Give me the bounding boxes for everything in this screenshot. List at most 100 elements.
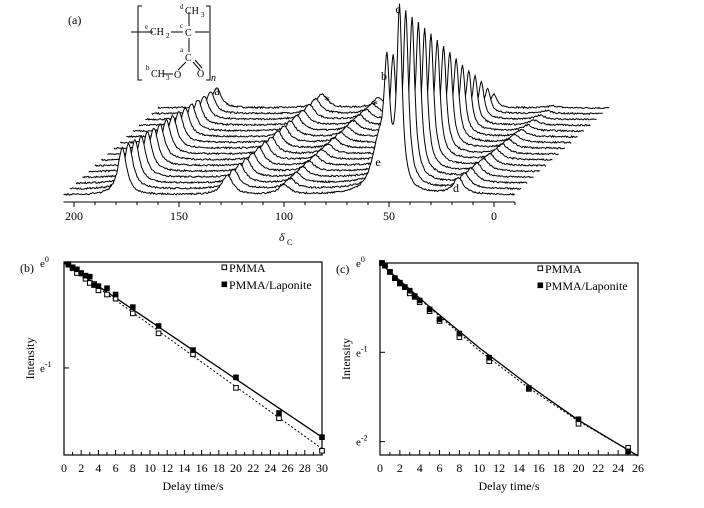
spectrum-fill: [139, 75, 591, 132]
legend-marker: [221, 281, 228, 288]
x-tick-label: 0: [61, 461, 67, 475]
x-tick-label: 8: [130, 461, 136, 475]
x-tick-label: 50: [383, 209, 395, 223]
atom-label-c: c: [180, 22, 183, 30]
x-tick-label: 24: [612, 461, 624, 475]
y-tick-base: e: [356, 347, 361, 359]
y-tick-base: e: [40, 363, 45, 375]
atom-label-d: d: [180, 3, 184, 11]
panel-a-label: (a): [68, 13, 81, 27]
y-axis-label: Intensity: [339, 338, 353, 380]
x-tick-label: 20: [572, 461, 584, 475]
x-tick-label: 100: [275, 209, 293, 223]
spectrum-trace: [107, 46, 559, 156]
spectrum-fill: [76, 16, 528, 190]
repeat-n: n: [211, 73, 216, 84]
y-tick-exponent: -2: [361, 434, 368, 443]
atom-label-e: e: [145, 23, 148, 31]
spectrum-trace: [145, 80, 597, 121]
spectrum-trace: [82, 21, 534, 179]
spectrum-fill: [132, 71, 584, 138]
group-ch2: CH: [150, 27, 164, 38]
data-point-pmma-laponite: [233, 374, 239, 381]
x-tick-label: 150: [170, 209, 188, 223]
spectrum-fill: [145, 81, 597, 126]
x-tick-label: 2: [78, 461, 84, 475]
spectrum-fill: [69, 10, 521, 196]
spectrum-fill: [88, 27, 540, 178]
data-point-pmma-laponite: [426, 306, 433, 313]
spectrum-trace: [63, 3, 515, 196]
spectrum-trace: [69, 10, 522, 191]
data-point-pmma-laponite: [276, 410, 282, 416]
spectrum-fill: [151, 88, 603, 120]
x-tick-label: 4: [417, 461, 423, 475]
atom-o-ester: O: [174, 70, 181, 81]
data-point-pmma-laponite: [575, 416, 582, 423]
x-tick-label: 24: [264, 461, 276, 475]
data-point-pmma-laponite: [436, 316, 443, 323]
y-tick-exponent: 0: [361, 255, 365, 264]
x-tick-label: 6: [437, 461, 443, 475]
x-tick-label: 12: [161, 461, 173, 475]
data-point-pmma-laponite: [190, 347, 196, 353]
spectrum-fill: [95, 33, 547, 173]
x-tick-label: 8: [456, 461, 462, 475]
data-point-pmma-laponite: [486, 354, 492, 361]
data-point-pmma-laponite: [87, 273, 93, 280]
peak-label: c: [395, 2, 400, 16]
data-point-pmma-laponite: [406, 287, 413, 294]
panel-label: (b): [20, 261, 34, 275]
x-axis-label: Delay time/s: [479, 479, 540, 493]
atom-label-a: a: [180, 46, 184, 54]
peak-label: e: [375, 155, 380, 169]
y-tick-label: e-1: [40, 360, 52, 375]
data-point-pmma-laponite: [456, 330, 463, 337]
spectrum-fill: [82, 22, 534, 184]
x-tick-label: 18: [213, 461, 225, 475]
x-tick-label: 14: [178, 461, 190, 475]
data-point-pmma-laponite: [319, 434, 325, 440]
x-tick-label: 28: [299, 461, 311, 475]
spectrum-fill: [126, 64, 578, 143]
spectrum-fill: [107, 46, 559, 161]
group-ch3-d: CH: [185, 6, 199, 17]
y-tick-exponent: 0: [45, 255, 49, 264]
spectrum-fill: [113, 52, 566, 155]
panel-a-x-label: δ: [279, 230, 285, 244]
x-tick-label: 16: [196, 461, 208, 475]
spectrum-trace: [126, 64, 578, 139]
x-tick-label: 26: [282, 461, 294, 475]
y-tick-exponent: -1: [361, 344, 368, 353]
data-point-pmma: [276, 415, 282, 422]
legend-marker: [537, 282, 544, 289]
subscript: 3: [201, 11, 205, 19]
atom-c: C: [185, 28, 192, 39]
legend-marker: [537, 265, 544, 272]
spectrum-trace: [88, 27, 541, 173]
spectrum-fill: [63, 3, 515, 202]
data-point-pmma-laponite: [411, 293, 418, 299]
atom-o-carbonyl: O: [197, 69, 204, 80]
panel-label: (c): [336, 262, 349, 276]
data-point-pmma-laponite: [526, 385, 532, 391]
y-tick-base: e: [356, 437, 361, 449]
y-axis-label: Intensity: [23, 338, 37, 380]
subscript: 3: [166, 74, 170, 82]
data-point-pmma-laponite: [416, 297, 423, 304]
spectrum-fill: [101, 40, 553, 167]
spectrum-trace: [119, 58, 572, 145]
peak-label: *: [372, 97, 378, 111]
panel-a-x-label-sub: C: [287, 238, 292, 247]
x-axis-label: Delay time/s: [163, 479, 224, 493]
data-point-pmma: [319, 448, 325, 454]
x-tick-label: 0: [377, 461, 383, 475]
legend-marker: [221, 264, 228, 271]
data-point-pmma-laponite: [397, 279, 403, 286]
y-tick-base: e: [356, 258, 361, 270]
data-point-pmma-laponite: [387, 269, 393, 275]
atom-carbonyl-c: C: [185, 53, 192, 64]
spectrum-trace: [151, 87, 603, 116]
y-tick-label: e-2: [356, 434, 368, 449]
subscript: 2: [166, 32, 170, 40]
